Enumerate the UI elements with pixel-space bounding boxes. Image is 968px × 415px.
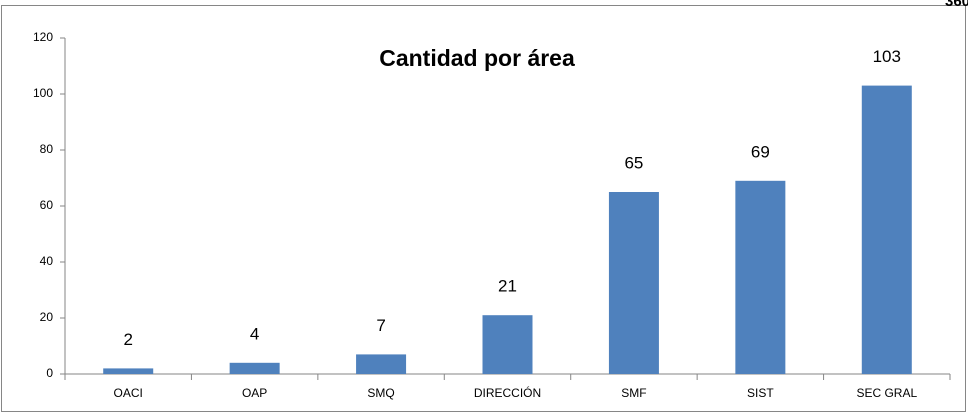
bar (103, 368, 154, 374)
value-label: 7 (376, 316, 385, 335)
bar (482, 315, 533, 374)
y-tick-label: 100 (33, 86, 53, 100)
bar (735, 180, 786, 374)
x-tick-label: SMF (621, 386, 646, 400)
value-label: 65 (624, 153, 643, 172)
chart-title: Cantidad por área (379, 45, 575, 71)
x-tick-label: OAP (242, 386, 267, 400)
y-tick-label: 80 (40, 142, 54, 156)
bar (229, 362, 280, 374)
annotation: 360 (945, 0, 968, 10)
x-tick-label: SIST (747, 386, 774, 400)
y-tick-label: 60 (40, 198, 54, 212)
y-tick-label: 40 (40, 254, 54, 268)
x-tick-label: DIRECCIÓN (474, 385, 541, 400)
y-tick-label: 0 (46, 366, 53, 380)
y-tick-label: 20 (40, 310, 54, 324)
value-label: 103 (873, 47, 901, 66)
bar (356, 354, 407, 374)
x-tick-label: SEC GRAL (856, 386, 917, 400)
value-label: 69 (751, 142, 770, 161)
x-tick-label: OACI (114, 386, 143, 400)
value-label: 2 (123, 330, 132, 349)
y-tick-label: 120 (33, 30, 53, 44)
bar (861, 85, 912, 374)
x-tick-label: SMQ (367, 386, 394, 400)
value-label: 4 (250, 324, 259, 343)
bar (608, 192, 659, 374)
value-label: 21 (498, 277, 517, 296)
